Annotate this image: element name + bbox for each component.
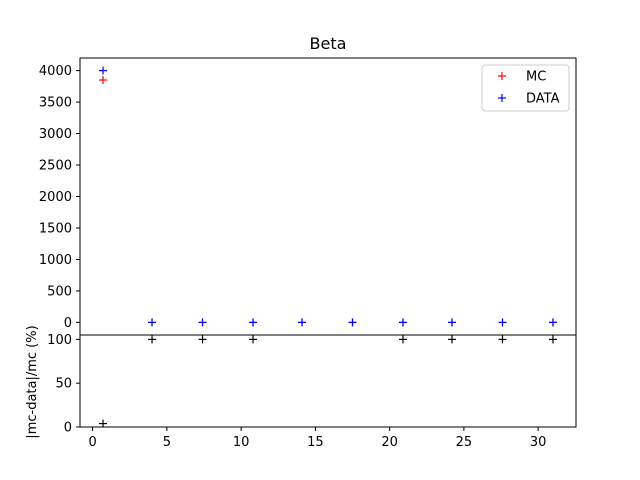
data-point <box>498 318 507 327</box>
ratio-point <box>198 335 207 344</box>
data-point <box>348 318 357 327</box>
data-point <box>398 318 407 327</box>
legend-marker-data <box>498 94 506 102</box>
data-point <box>249 318 258 327</box>
ratio-point <box>448 335 456 344</box>
top-y-axis: 0 500 1000 1500 2000 2500 3000 3500 4000 <box>39 64 80 331</box>
ratio-point <box>398 335 407 344</box>
bottom-y-axis: 0 50 100 <box>47 333 80 436</box>
bottom-y-tick-label: 50 <box>55 377 72 392</box>
legend-label-mc: MC <box>526 70 546 85</box>
x-tick-label: 30 <box>530 435 547 450</box>
top-y-tick-label: 0 <box>64 316 72 331</box>
top-y-tick-label: 500 <box>47 284 72 299</box>
data-point <box>198 318 207 327</box>
data-point <box>298 318 307 327</box>
x-axis: 0 5 10 15 20 25 30 <box>88 427 546 450</box>
bottom-y-tick-label: 100 <box>47 333 72 348</box>
bottom-plot-area <box>99 335 557 428</box>
bottom-y-axis-label: |mc-data|/mc (%) <box>25 325 40 438</box>
top-y-tick-label: 3500 <box>39 96 72 111</box>
x-tick-label: 15 <box>307 435 324 450</box>
ratio-point <box>148 335 157 344</box>
bottom-y-tick-label: 0 <box>64 421 72 436</box>
top-y-tick-label: 2000 <box>39 190 72 205</box>
data-point <box>548 318 557 327</box>
ratio-point <box>249 335 258 344</box>
bottom-axes-frame <box>79 334 577 428</box>
ratio-point <box>99 419 108 428</box>
x-tick-label: 25 <box>456 435 473 450</box>
mc-point <box>99 76 108 85</box>
top-plot-area <box>99 66 557 327</box>
top-y-tick-label: 3000 <box>39 127 72 142</box>
ratio-point <box>498 335 507 344</box>
x-tick-label: 5 <box>163 435 171 450</box>
ratio-point <box>548 335 557 344</box>
x-tick-label: 20 <box>381 435 398 450</box>
x-tick-label: 0 <box>88 435 96 450</box>
top-y-tick-label: 2500 <box>39 159 72 174</box>
x-tick-label: 10 <box>233 435 250 450</box>
legend-marker-mc <box>498 72 506 80</box>
data-point <box>99 66 108 75</box>
top-y-tick-label: 1000 <box>39 253 72 268</box>
data-point <box>148 318 157 327</box>
top-y-tick-label: 1500 <box>39 221 72 236</box>
data-point <box>448 318 456 327</box>
top-y-tick-label: 4000 <box>39 64 72 79</box>
chart-title: Beta <box>310 34 347 53</box>
legend: MC DATA <box>481 64 570 112</box>
legend-label-data: DATA <box>526 92 560 107</box>
